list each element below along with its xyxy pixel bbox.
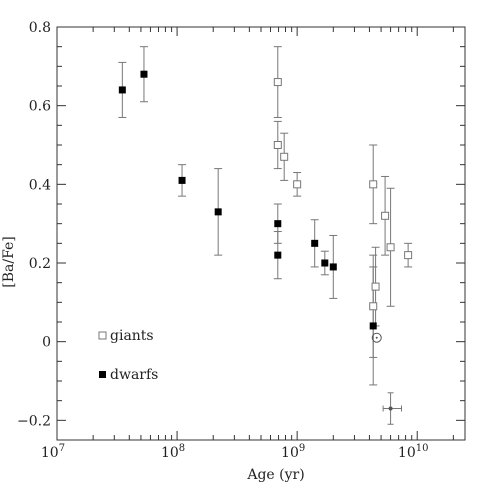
x-tick-label: 108 — [161, 443, 185, 461]
dwarf-point — [329, 263, 337, 271]
cross-center-point — [388, 406, 393, 411]
giant-point — [371, 282, 380, 291]
giant-point — [293, 180, 302, 189]
tick-labels: 0.8 0.6 0.4 0.2 0 −0.2 107 108 109 1010 — [17, 20, 428, 461]
dwarf-point — [311, 239, 319, 247]
x-tick-label: 1010 — [398, 443, 429, 461]
axis-ticks — [56, 26, 465, 441]
giant-point — [369, 180, 378, 189]
dwarf-point — [321, 259, 329, 267]
sun-symbol-dot — [375, 336, 378, 339]
y-axis-label: [Ba/Fe] — [1, 236, 17, 288]
giant-point — [273, 141, 282, 149]
y-tick-label: 0.4 — [29, 177, 51, 193]
dwarf-point — [118, 86, 126, 94]
dwarf-point — [214, 208, 222, 216]
sun-symbol — [371, 332, 382, 343]
giant-point — [280, 152, 289, 161]
dwarf-point — [274, 220, 282, 228]
y-tick-label: −0.2 — [17, 413, 51, 429]
legend-giants-marker — [98, 331, 107, 340]
legend-dwarfs-label: dwarfs — [110, 367, 158, 383]
giant-point — [369, 302, 378, 311]
x-axis-label: Age (yr) — [246, 467, 304, 483]
dwarf-point — [178, 176, 186, 184]
dwarf-point — [274, 251, 282, 259]
giant-point — [273, 78, 282, 87]
error-bars — [118, 46, 413, 386]
giant-point — [404, 251, 413, 260]
x-tick-label: 109 — [281, 443, 305, 461]
legend-giants-label: giants — [110, 328, 154, 344]
legend: giants dwarfs — [98, 328, 158, 383]
y-tick-label: 0 — [42, 335, 51, 351]
giant-point — [381, 211, 390, 220]
data-points — [118, 70, 413, 330]
giant-point — [386, 243, 395, 252]
dwarf-point — [140, 70, 148, 78]
y-tick-label: 0.8 — [29, 20, 51, 36]
y-tick-label: 0.6 — [29, 99, 51, 115]
x-tick-label: 107 — [41, 443, 65, 461]
dwarf-point — [369, 322, 377, 330]
y-tick-label: 0.2 — [29, 256, 51, 272]
legend-dwarfs-marker — [99, 371, 106, 378]
annotations — [371, 332, 403, 425]
